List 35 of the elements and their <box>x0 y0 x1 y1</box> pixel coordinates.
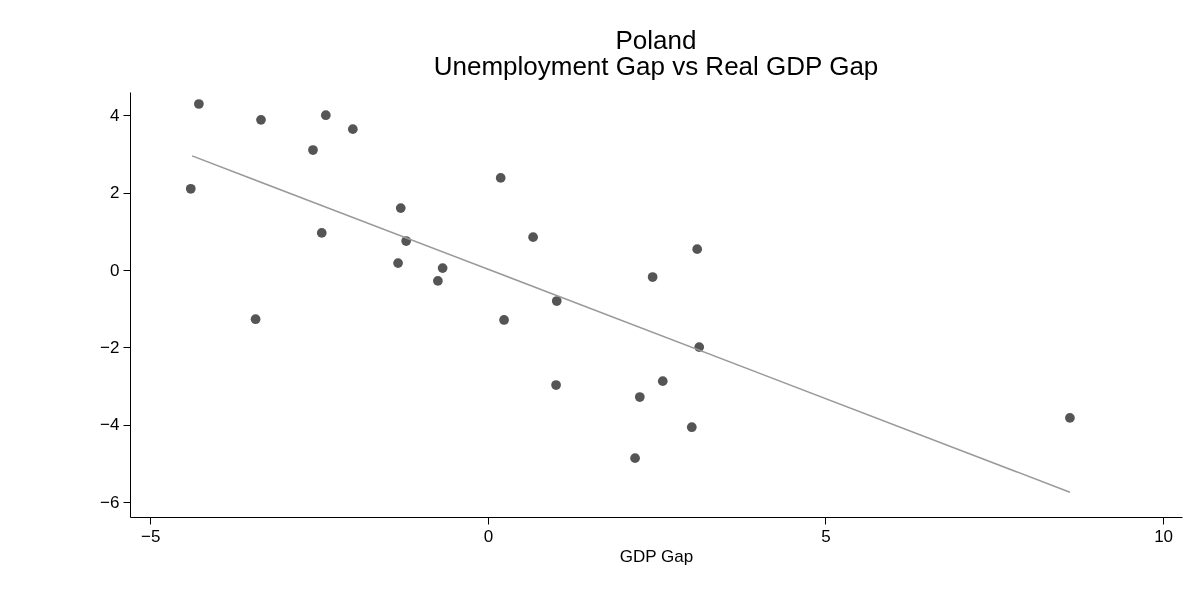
point <box>634 392 645 402</box>
point <box>185 183 196 194</box>
point <box>433 276 443 286</box>
x-tick-label: 0 <box>483 526 494 546</box>
y-tick-label: 4 <box>110 105 120 125</box>
y-tick-label: −2 <box>100 337 120 357</box>
y-tick-label: −6 <box>100 492 120 512</box>
point <box>551 380 561 390</box>
point <box>256 115 266 125</box>
point <box>630 453 640 464</box>
y-tick-label: −4 <box>100 415 120 435</box>
y-tick-label: 2 <box>110 183 120 203</box>
point <box>316 228 327 238</box>
x-tick-label: 10 <box>1154 526 1174 546</box>
point <box>308 145 318 155</box>
point <box>320 110 331 121</box>
point <box>250 314 261 325</box>
point <box>686 422 697 433</box>
point <box>657 376 668 386</box>
point <box>347 124 358 135</box>
x-tick-label: 5 <box>821 526 831 546</box>
point <box>395 203 406 213</box>
point <box>1065 413 1075 423</box>
point <box>495 173 506 183</box>
y-tick-label: 0 <box>110 260 120 280</box>
x-tick-label: −5 <box>141 526 161 546</box>
point <box>551 296 562 306</box>
point <box>437 263 448 273</box>
point <box>692 244 703 255</box>
point <box>647 272 658 282</box>
point <box>528 232 538 243</box>
point <box>393 258 403 268</box>
x-axis-title: GDP Gap <box>619 546 694 566</box>
point <box>194 99 204 109</box>
point <box>499 315 509 325</box>
